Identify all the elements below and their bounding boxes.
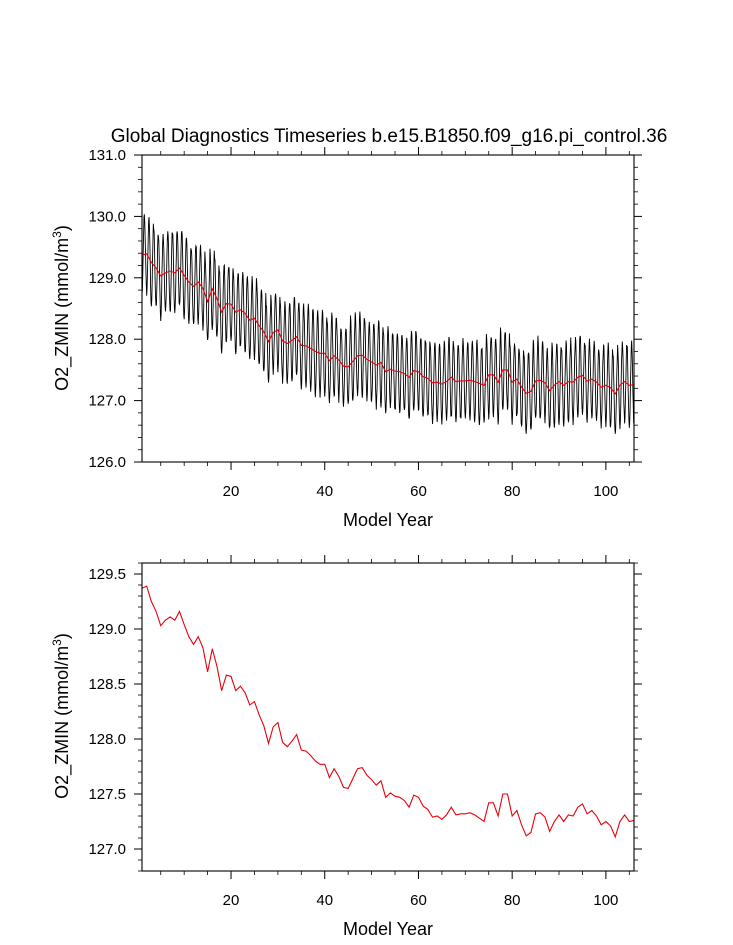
bottom-x-tick-label: 100 <box>593 892 618 909</box>
bottom-chart-panel: 20 40 60 80 100 127.0 127.5 128.0 128.5 129.0 129.… <box>50 555 642 939</box>
top-x-tick-label: 60 <box>410 483 427 500</box>
annual-mean-series-line <box>142 253 634 395</box>
top-y-tick-label: 130.0 <box>88 208 126 225</box>
chart-title: Global Diagnostics Timeseries b.e15.B185… <box>111 126 668 147</box>
top-y-tick-label: 128.0 <box>88 331 126 348</box>
top-x-tick-label: 100 <box>593 483 618 500</box>
top-axes-ticks: 20 40 60 80 100 126.0 127.0 128.0 129.0 130.0 131.… <box>88 147 642 500</box>
top-y-tick-label: 131.0 <box>88 147 126 164</box>
top-plot-frame <box>141 154 635 463</box>
bottom-y-tick-label: 129.5 <box>88 566 126 583</box>
bottom-y-tick-label: 128.0 <box>88 731 126 748</box>
top-x-tick-label: 80 <box>504 483 521 500</box>
bottom-axes-ticks: 20 40 60 80 100 127.0 127.5 128.0 128.5 129.0 129.… <box>88 555 642 909</box>
top-y-axis-label: O2_ZMIN (mmol/m3) <box>50 225 73 391</box>
top-x-axis-label: Model Year <box>343 510 433 530</box>
bottom-x-tick-label: 60 <box>410 892 427 909</box>
bottom-plot-area <box>142 585 634 839</box>
top-x-tick-label: 20 <box>223 483 240 500</box>
bottom-y-tick-label: 128.5 <box>88 676 126 693</box>
bottom-y-axis-label: O2_ZMIN (mmol/m3) <box>50 633 73 799</box>
bottom-x-tick-label: 20 <box>223 892 240 909</box>
top-y-tick-label: 127.0 <box>88 393 126 410</box>
top-plot-area <box>142 214 634 434</box>
bottom-x-tick-label: 40 <box>316 892 333 909</box>
bottom-y-tick-label: 129.0 <box>88 621 126 638</box>
bottom-plot-frame <box>141 562 635 872</box>
bottom-x-axis-label: Model Year <box>343 919 433 939</box>
monthly-series-line <box>142 214 634 434</box>
top-y-tick-label: 129.0 <box>88 270 126 287</box>
top-x-tick-label: 40 <box>316 483 333 500</box>
bottom-y-tick-label: 127.0 <box>88 841 126 858</box>
bottom-y-tick-label: 127.5 <box>88 786 126 803</box>
top-chart-panel: Global Diagnostics Timeseries b.e15.B185… <box>50 126 667 530</box>
annual-mean-series-line <box>142 585 634 839</box>
bottom-x-tick-label: 80 <box>504 892 521 909</box>
top-y-tick-label: 126.0 <box>88 454 126 471</box>
